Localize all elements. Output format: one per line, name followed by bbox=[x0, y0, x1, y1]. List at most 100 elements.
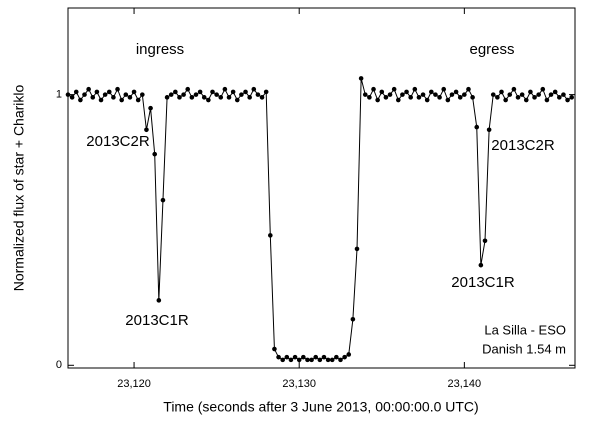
data-point bbox=[379, 89, 385, 95]
data-point bbox=[243, 89, 248, 95]
data-point bbox=[548, 92, 554, 97]
data-point bbox=[288, 357, 294, 363]
data-point bbox=[561, 92, 566, 97]
data-point bbox=[280, 357, 285, 363]
data-point bbox=[268, 233, 273, 238]
data-point bbox=[152, 151, 158, 157]
data-point bbox=[106, 89, 112, 95]
data-point bbox=[309, 357, 314, 363]
x-tick-label: 23,120 bbox=[117, 378, 151, 390]
data-point bbox=[226, 95, 232, 100]
data-point bbox=[160, 197, 166, 203]
y-axis-label: Normalized flux of star + Chariklo bbox=[11, 85, 27, 292]
data-point bbox=[247, 95, 252, 100]
data-point bbox=[544, 97, 550, 103]
data-point bbox=[234, 97, 240, 103]
data-point bbox=[490, 92, 496, 97]
data-point bbox=[305, 357, 310, 363]
data-point bbox=[90, 95, 96, 100]
data-point bbox=[371, 86, 376, 92]
data-point bbox=[552, 89, 558, 95]
data-point bbox=[135, 97, 141, 103]
data-point bbox=[263, 89, 269, 95]
data-point bbox=[313, 354, 319, 360]
x-tick-label: 23,140 bbox=[448, 378, 482, 390]
data-point bbox=[111, 95, 116, 100]
data-point bbox=[131, 89, 137, 95]
data-point bbox=[420, 92, 426, 97]
data-point bbox=[65, 92, 71, 97]
data-point bbox=[367, 95, 372, 100]
data-point bbox=[462, 92, 467, 97]
data-point bbox=[346, 352, 352, 357]
y-tick-label: 1 bbox=[56, 89, 62, 101]
data-point bbox=[185, 86, 191, 92]
data-point bbox=[383, 95, 389, 100]
annotation: 2013C2R bbox=[86, 133, 150, 150]
data-point bbox=[144, 127, 149, 133]
data-point bbox=[400, 92, 405, 97]
annotation: Danish 1.54 m bbox=[482, 341, 566, 356]
annotation: egress bbox=[469, 41, 514, 58]
x-axis-label: Time (seconds after 3 June 2013, 00:00:0… bbox=[163, 399, 478, 415]
data-point bbox=[391, 86, 397, 92]
data-point bbox=[292, 354, 298, 360]
data-point bbox=[519, 92, 525, 97]
data-point bbox=[206, 97, 211, 103]
data-point bbox=[168, 92, 174, 97]
data-point bbox=[515, 95, 521, 100]
data-point bbox=[387, 92, 393, 97]
data-point bbox=[437, 95, 442, 100]
data-point bbox=[457, 95, 463, 100]
data-point bbox=[350, 316, 356, 322]
data-point bbox=[466, 86, 471, 92]
data-point bbox=[478, 262, 484, 268]
data-point bbox=[503, 97, 508, 103]
data-point bbox=[193, 92, 199, 97]
data-point bbox=[94, 89, 100, 95]
data-point bbox=[140, 92, 145, 97]
data-point bbox=[173, 89, 178, 95]
data-point bbox=[317, 357, 323, 363]
data-point bbox=[362, 92, 368, 97]
data-point bbox=[230, 89, 236, 95]
data-point bbox=[470, 95, 475, 100]
data-point bbox=[358, 76, 364, 81]
annotation: 2013C1R bbox=[125, 312, 189, 329]
data-point bbox=[251, 86, 257, 92]
data-point bbox=[433, 92, 438, 97]
data-point bbox=[82, 92, 87, 97]
data-point bbox=[201, 95, 207, 100]
data-point bbox=[499, 89, 504, 95]
data-point bbox=[148, 105, 153, 111]
data-point bbox=[276, 354, 281, 360]
data-point bbox=[239, 92, 244, 97]
data-point bbox=[482, 238, 488, 244]
annotation: ingress bbox=[136, 41, 184, 58]
data-point bbox=[375, 97, 380, 103]
data-point bbox=[259, 95, 265, 100]
data-point bbox=[557, 95, 562, 100]
data-point bbox=[342, 354, 347, 360]
data-point bbox=[177, 95, 182, 100]
data-point bbox=[119, 97, 124, 103]
data-point bbox=[540, 86, 546, 92]
data-point bbox=[408, 95, 413, 100]
data-point bbox=[272, 346, 277, 352]
data-point bbox=[523, 97, 529, 103]
data-point bbox=[486, 127, 492, 133]
annotation: 2013C1R bbox=[451, 274, 515, 291]
data-point bbox=[445, 97, 451, 103]
data-point bbox=[412, 86, 418, 92]
data-point bbox=[115, 86, 120, 92]
annotation: 2013C2R bbox=[491, 137, 555, 154]
data-point bbox=[102, 92, 108, 97]
data-point bbox=[301, 354, 306, 360]
data-point bbox=[441, 86, 447, 92]
data-point bbox=[197, 89, 203, 95]
data-point bbox=[78, 97, 83, 103]
data-point bbox=[69, 95, 75, 100]
data-point bbox=[325, 357, 331, 363]
data-point bbox=[123, 92, 129, 97]
data-point bbox=[222, 86, 228, 92]
